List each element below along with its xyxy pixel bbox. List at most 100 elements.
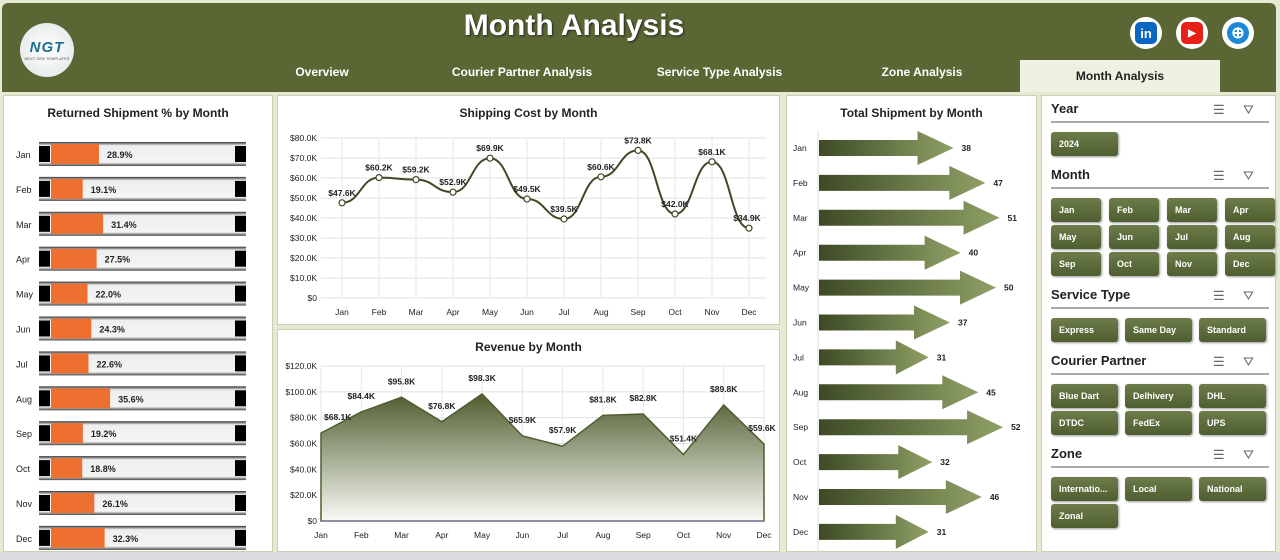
track-cap [39, 390, 50, 407]
multi-select-icon[interactable]: ☰ [1213, 447, 1225, 462]
slicer-item-zonal[interactable]: Zonal [1051, 504, 1118, 528]
data-point [486, 154, 494, 162]
shipment-arrow [819, 410, 1004, 445]
slicer-item-dec[interactable]: Dec [1225, 252, 1275, 276]
data-point [745, 224, 753, 232]
track-cap [39, 215, 50, 232]
slicer-item-national[interactable]: National [1199, 477, 1266, 501]
slicer-item-may[interactable]: May [1051, 225, 1101, 249]
y-tick-label: $80.0K [290, 413, 317, 423]
multi-select-icon[interactable]: ☰ [1213, 102, 1225, 117]
data-label: 19.2% [91, 429, 117, 439]
slicer-item-standard[interactable]: Standard [1199, 318, 1266, 342]
slicer-item-internatio-[interactable]: Internatio... [1051, 477, 1118, 501]
x-tick-label: Jul [559, 307, 570, 317]
slicer-item-fedex[interactable]: FedEx [1125, 411, 1192, 435]
multi-select-icon[interactable]: ☰ [1213, 354, 1225, 369]
chart-title: Total Shipment by Month [840, 106, 983, 120]
slicer-item-oct[interactable]: Oct [1109, 252, 1159, 276]
data-label: $84.4K [348, 391, 376, 401]
data-label: $47.6K [328, 188, 356, 198]
data-label: $39.5K [550, 204, 578, 214]
month-label: Sep [793, 422, 808, 432]
x-tick-label: Jan [314, 530, 328, 540]
data-label: $98.3K [468, 373, 496, 383]
data-label: $69.9K [476, 143, 504, 153]
chart-title: Revenue by Month [475, 340, 582, 354]
slicer-title: Courier Partner [1051, 353, 1147, 368]
slicer-item-dtdc[interactable]: DTDC [1051, 411, 1118, 435]
slicer-item-delhivery[interactable]: Delhivery [1125, 384, 1192, 408]
slicer-header-month: Month ☰ ⛛ [1051, 167, 1269, 189]
month-label: Oct [793, 457, 807, 467]
slicer-item-dhl[interactable]: DHL [1199, 384, 1266, 408]
shipment-arrow [819, 200, 1000, 235]
chart-title: Returned Shipment % by Month [47, 106, 229, 120]
multi-select-icon[interactable]: ☰ [1213, 288, 1225, 303]
slicer-title: Month [1051, 167, 1090, 182]
slicer-item-same-day[interactable]: Same Day [1125, 318, 1192, 342]
slicer-item-local[interactable]: Local [1125, 477, 1192, 501]
data-label: 32.3% [113, 534, 139, 544]
data-label: 22.0% [96, 290, 122, 300]
y-tick-label: $20.0K [290, 253, 317, 263]
data-label: $51.4K [670, 434, 698, 444]
slicer-header-courier-partner: Courier Partner ☰ ⛛ [1051, 353, 1269, 375]
slicer-item-jul[interactable]: Jul [1167, 225, 1217, 249]
clear-filter-icon[interactable]: ⛛ [1243, 447, 1254, 462]
tab-courier-partner-analysis[interactable]: Courier Partner Analysis [451, 65, 593, 79]
data-label: $60.2K [365, 163, 393, 173]
month-label: Jan [793, 143, 807, 153]
slicer-item-apr[interactable]: Apr [1225, 198, 1275, 222]
clear-filter-icon[interactable]: ⛛ [1243, 102, 1254, 117]
tab-zone-analysis[interactable]: Zone Analysis [881, 65, 963, 79]
linkedin-button[interactable]: in [1130, 17, 1162, 49]
tab-month-analysis[interactable]: Month Analysis [1020, 60, 1220, 92]
slicer-header-year: Year ☰ ⛛ [1051, 101, 1269, 123]
slicer-item-jun[interactable]: Jun [1109, 225, 1159, 249]
x-tick-label: Nov [716, 530, 732, 540]
slicer-item-ups[interactable]: UPS [1199, 411, 1266, 435]
bar [51, 353, 89, 374]
slicer-item-blue-dart[interactable]: Blue Dart [1051, 384, 1118, 408]
data-label: $60.6K [587, 162, 615, 172]
data-point [708, 158, 716, 166]
youtube-button[interactable]: ▶ [1176, 17, 1208, 49]
data-label: 46 [990, 492, 1000, 502]
tab-overview[interactable]: Overview [295, 65, 349, 79]
website-button[interactable]: ⊕ [1222, 17, 1254, 49]
slicer-item-nov[interactable]: Nov [1167, 252, 1217, 276]
data-point [597, 173, 605, 181]
data-label: 28.9% [107, 150, 133, 160]
x-tick-label: Mar [409, 307, 424, 317]
x-tick-label: Sep [636, 530, 651, 540]
slicer-item-feb[interactable]: Feb [1109, 198, 1159, 222]
bar [51, 388, 111, 409]
data-label: $49.5K [513, 184, 541, 194]
header-bar: NGT NEXT GEN TEMPLATES Month Analysis Ove… [2, 3, 1276, 92]
data-label: 51 [1008, 213, 1018, 223]
sheet-tabs-bar[interactable] [0, 552, 1280, 560]
slicer-item-mar[interactable]: Mar [1167, 198, 1217, 222]
chart-title: Shipping Cost by Month [459, 106, 598, 120]
clear-filter-icon[interactable]: ⛛ [1243, 288, 1254, 303]
data-label: $59.2K [402, 165, 430, 175]
month-label: May [16, 290, 34, 300]
slicer-item-aug[interactable]: Aug [1225, 225, 1275, 249]
clear-filter-icon[interactable]: ⛛ [1243, 354, 1254, 369]
tab-service-type-analysis[interactable]: Service Type Analysis [656, 65, 783, 79]
slicer-item-2024[interactable]: 2024 [1051, 132, 1118, 156]
bar [51, 458, 83, 479]
slicer-item-express[interactable]: Express [1051, 318, 1118, 342]
multi-select-icon[interactable]: ☰ [1213, 168, 1225, 183]
data-label: 38 [962, 143, 972, 153]
data-label: 50 [1004, 283, 1014, 293]
data-label: 18.8% [90, 464, 116, 474]
track-cap [39, 355, 50, 372]
y-tick-label: $70.0K [290, 153, 317, 163]
slicer-item-jan[interactable]: Jan [1051, 198, 1101, 222]
y-tick-label: $30.0K [290, 233, 317, 243]
clear-filter-icon[interactable]: ⛛ [1243, 168, 1254, 183]
slicer-item-sep[interactable]: Sep [1051, 252, 1101, 276]
data-label: 19.1% [91, 185, 117, 195]
